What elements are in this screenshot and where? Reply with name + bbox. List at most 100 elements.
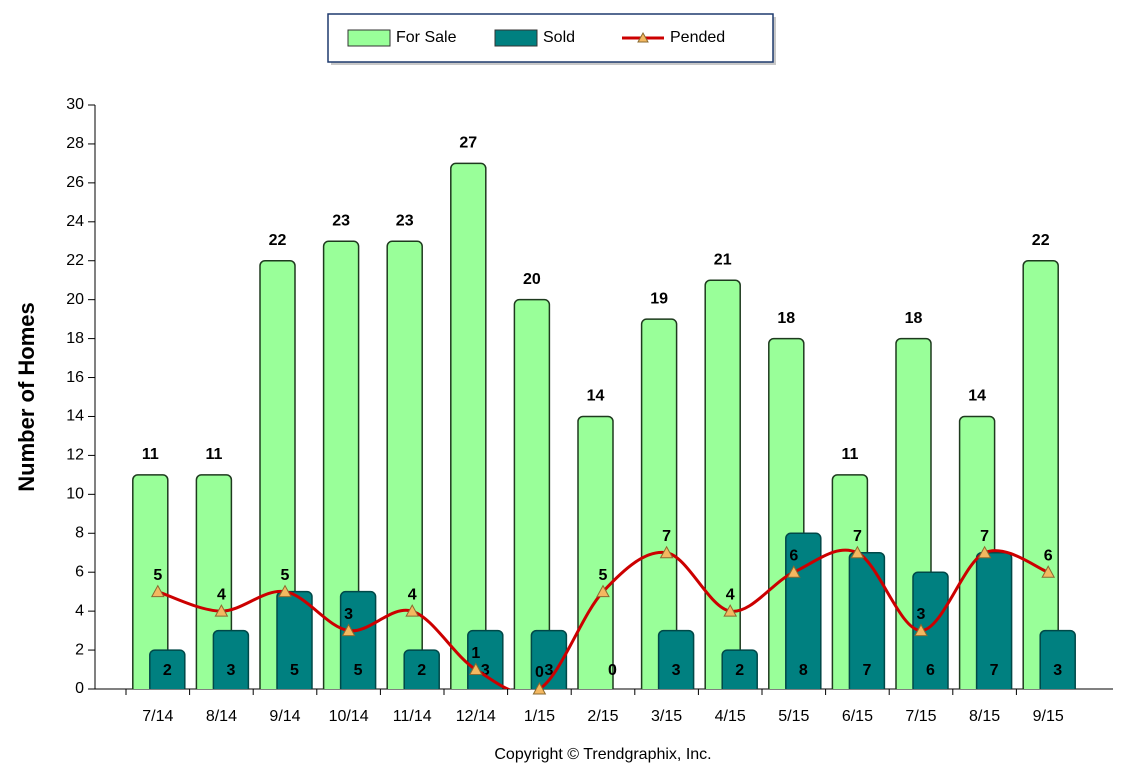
value-label: 19 xyxy=(650,290,668,307)
value-label: 2 xyxy=(735,662,744,679)
y-tick-label: 8 xyxy=(75,524,84,541)
y-tick-label: 24 xyxy=(66,213,84,230)
value-label: 27 xyxy=(459,135,477,152)
value-label: 3 xyxy=(226,662,235,679)
x-tick-label: 9/15 xyxy=(1033,708,1064,725)
bar xyxy=(657,629,695,689)
bar xyxy=(450,162,487,689)
marker xyxy=(405,604,420,617)
value-label: 14 xyxy=(968,388,986,405)
x-tick-label: 11/14 xyxy=(393,708,432,725)
bar xyxy=(276,590,313,689)
value-label: 14 xyxy=(587,388,605,405)
value-label: 5 xyxy=(281,567,290,584)
x-tick-label: 10/14 xyxy=(329,708,369,725)
marker xyxy=(596,584,610,598)
value-label: 4 xyxy=(408,586,417,603)
value-label: 20 xyxy=(523,271,541,288)
value-label: 11 xyxy=(841,446,858,463)
marker xyxy=(1041,565,1056,578)
marker xyxy=(278,584,292,598)
value-label: 22 xyxy=(1032,232,1050,249)
bar xyxy=(975,551,1013,689)
y-tick-label: 20 xyxy=(66,291,84,308)
value-label: 7 xyxy=(990,662,999,679)
legend-label: Sold xyxy=(543,29,575,46)
value-label: 7 xyxy=(662,528,671,545)
value-label: 7 xyxy=(980,528,989,545)
bar xyxy=(912,571,949,689)
value-label: 22 xyxy=(269,232,287,249)
x-tick-label: 7/15 xyxy=(905,708,936,725)
x-tick-label: 5/15 xyxy=(778,708,809,725)
y-tick-label: 16 xyxy=(66,369,84,386)
value-label: 7 xyxy=(853,528,862,545)
x-tick-label: 8/14 xyxy=(206,708,237,725)
value-label: 2 xyxy=(417,662,426,679)
y-tick-label: 10 xyxy=(66,486,84,503)
x-tick-label: 6/15 xyxy=(842,708,873,725)
bar xyxy=(513,298,551,689)
value-label: 18 xyxy=(905,310,923,327)
y-tick-label: 30 xyxy=(66,96,84,113)
value-label: 3 xyxy=(344,606,353,623)
value-label: 3 xyxy=(1053,662,1062,679)
bar xyxy=(530,629,568,689)
y-tick-label: 4 xyxy=(75,602,84,619)
value-label: 11 xyxy=(205,446,222,463)
marker xyxy=(659,545,674,559)
bar xyxy=(1022,259,1059,689)
legend-marker xyxy=(637,31,649,43)
value-label: 18 xyxy=(777,310,795,327)
copyright: Copyright © Trendgraphix, Inc. xyxy=(494,746,711,763)
value-label: 5 xyxy=(354,662,363,679)
bar xyxy=(212,629,250,689)
x-tick-label: 4/15 xyxy=(715,708,746,725)
y-tick-label: 14 xyxy=(66,408,84,425)
value-label: 8 xyxy=(799,662,808,679)
marker xyxy=(850,545,865,559)
y-tick-label: 12 xyxy=(66,447,84,464)
bar xyxy=(704,279,741,689)
x-tick-label: 3/15 xyxy=(651,708,682,725)
marker xyxy=(150,584,165,598)
bar xyxy=(149,649,186,689)
y-tick-label: 28 xyxy=(66,135,84,152)
value-label: 23 xyxy=(396,212,414,229)
value-label: 3 xyxy=(917,606,926,623)
y-tick-label: 22 xyxy=(66,252,84,269)
value-label: 3 xyxy=(481,662,490,679)
marker xyxy=(214,604,229,617)
x-tick-label: 7/14 xyxy=(142,708,173,725)
bar xyxy=(721,649,758,689)
x-tick-label: 9/14 xyxy=(269,708,300,725)
value-label: 5 xyxy=(153,567,162,584)
value-label: 5 xyxy=(599,567,608,584)
value-label: 11 xyxy=(142,446,159,463)
value-label: 0 xyxy=(535,664,544,681)
bar xyxy=(132,474,169,689)
marker xyxy=(786,565,801,578)
value-label: 6 xyxy=(1044,547,1053,564)
value-label: 21 xyxy=(714,251,732,268)
legend-swatch xyxy=(494,29,538,47)
bar xyxy=(322,240,360,689)
bar xyxy=(848,551,886,689)
marker xyxy=(914,623,928,637)
bar xyxy=(1039,629,1076,689)
legend-label: Pended xyxy=(670,29,725,46)
legend-label: For Sale xyxy=(396,29,457,46)
value-label: 7 xyxy=(862,662,871,679)
value-label: 6 xyxy=(789,547,798,564)
x-tick-label: 8/15 xyxy=(969,708,1000,725)
marker xyxy=(723,604,738,617)
y-tick-label: 6 xyxy=(75,563,84,580)
marker xyxy=(468,662,483,676)
y-tick-label: 18 xyxy=(66,330,84,347)
y-tick-label: 0 xyxy=(75,680,84,697)
value-label: 1 xyxy=(471,645,480,662)
y-tick-label: 2 xyxy=(75,641,84,658)
value-label: 6 xyxy=(926,662,935,679)
value-label: 2 xyxy=(163,662,172,679)
